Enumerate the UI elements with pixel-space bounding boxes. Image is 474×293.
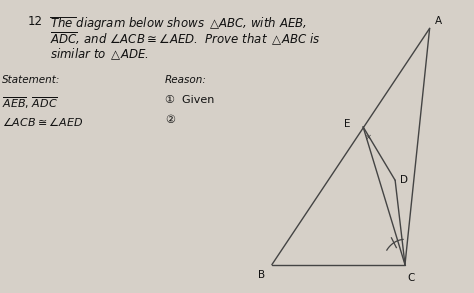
Text: Statement:: Statement: xyxy=(2,75,60,85)
Text: The diagram below shows $\triangle\!ABC$, with $AEB$,: The diagram below shows $\triangle\!ABC$… xyxy=(50,15,307,32)
Text: $\overline{ADC}$, and $\angle ACB \cong \angle AED$.  Prove that $\triangle\!ABC: $\overline{ADC}$, and $\angle ACB \cong … xyxy=(50,31,320,48)
Text: D: D xyxy=(400,175,408,185)
Text: $\overline{AEB}$, $\overline{ADC}$: $\overline{AEB}$, $\overline{ADC}$ xyxy=(2,95,58,111)
Text: 12: 12 xyxy=(28,15,43,28)
Text: Reason:: Reason: xyxy=(165,75,207,85)
Text: ×: × xyxy=(365,134,372,143)
Text: E: E xyxy=(344,119,351,129)
Text: ②: ② xyxy=(165,115,175,125)
Text: $\angle ACB \cong \angle AED$: $\angle ACB \cong \angle AED$ xyxy=(2,115,83,128)
Text: B: B xyxy=(258,270,265,280)
Text: C: C xyxy=(408,273,415,283)
Text: ①  Given: ① Given xyxy=(165,95,214,105)
Text: A: A xyxy=(435,16,442,25)
Text: similar to $\triangle\!ADE$.: similar to $\triangle\!ADE$. xyxy=(50,47,149,62)
